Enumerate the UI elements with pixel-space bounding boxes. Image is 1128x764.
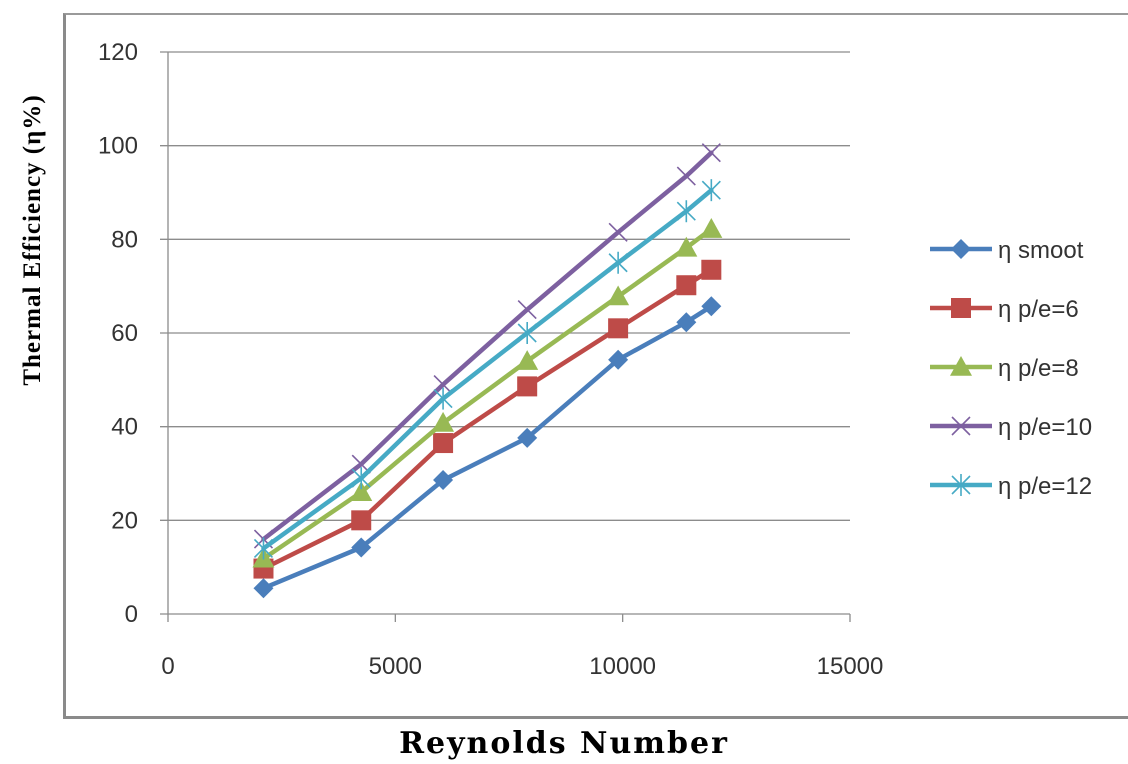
data-point	[951, 239, 971, 259]
y-axis-title: Thermal Efficiency (η%)	[19, 94, 46, 386]
x-tick-label: 10000	[589, 653, 656, 680]
data-point	[701, 143, 721, 163]
data-point	[433, 387, 453, 410]
y-tick-label: 20	[111, 507, 138, 534]
data-point	[253, 537, 274, 560]
data-point	[517, 376, 538, 397]
y-tick-label: 120	[98, 39, 138, 66]
y-tick-labels: 0 20 40 60 80 100 120	[98, 39, 138, 628]
data-point	[676, 275, 697, 296]
legend-label: η p/e=12	[998, 473, 1092, 500]
data-point	[701, 179, 721, 202]
series-3	[253, 143, 721, 549]
chart-frame	[63, 13, 1128, 719]
data-point	[701, 296, 722, 317]
data-point	[700, 218, 723, 238]
data-point	[516, 350, 539, 370]
series-4	[253, 179, 721, 560]
legend: η smoot η p/e=6 η p/e=8 η p/e=10 η p/e=12	[930, 237, 1092, 500]
data-point	[950, 356, 972, 376]
data-point	[351, 467, 371, 490]
series-lines	[252, 143, 723, 599]
y-tick-label: 80	[111, 226, 138, 253]
gridlines	[160, 51, 850, 615]
legend-label: η p/e=6	[998, 296, 1079, 323]
series-0	[253, 296, 722, 599]
legend-item: η p/e=6	[930, 296, 1079, 323]
x-tick-label: 5000	[369, 653, 422, 680]
data-point	[701, 259, 722, 280]
data-point	[607, 285, 630, 306]
y-tick-label: 40	[111, 414, 138, 441]
data-point	[951, 298, 971, 318]
data-point	[253, 578, 274, 599]
data-point	[517, 322, 537, 344]
legend-label: η smoot	[998, 237, 1084, 264]
data-point	[676, 166, 696, 186]
x-tick-label: 15000	[817, 653, 884, 680]
series-line	[261, 267, 714, 571]
data-point	[517, 300, 537, 320]
data-point	[675, 236, 698, 257]
series-line	[261, 304, 714, 591]
legend-label: η p/e=10	[998, 414, 1092, 441]
data-point	[676, 200, 696, 223]
x-axis-title: Reynolds Number	[399, 726, 729, 761]
data-point	[608, 349, 629, 370]
legend-item: η smoot	[930, 237, 1084, 264]
data-point	[351, 510, 372, 531]
legend-label: η p/e=8	[998, 355, 1079, 382]
data-point	[433, 374, 453, 395]
y-tick-label: 60	[111, 320, 138, 347]
y-axis-title-area: Thermal Efficiency (η%)	[0, 0, 64, 480]
y-tick-label: 0	[125, 601, 138, 628]
legend-item: η p/e=8	[930, 355, 1079, 382]
data-point	[432, 411, 455, 432]
data-point	[351, 537, 372, 558]
data-point	[517, 427, 538, 448]
data-point	[608, 222, 628, 242]
axes	[167, 52, 851, 622]
data-point	[951, 416, 971, 436]
series-line	[261, 226, 714, 561]
series-line	[261, 187, 714, 551]
data-point	[433, 433, 454, 454]
data-point	[676, 312, 697, 333]
legend-item: η p/e=12	[930, 473, 1092, 500]
data-point	[951, 474, 971, 496]
x-tick-labels: 0 5000 10000 15000	[161, 653, 883, 680]
y-tick-label: 100	[98, 133, 138, 160]
series-2	[252, 218, 723, 568]
data-point	[433, 470, 454, 491]
series-1	[253, 259, 722, 579]
legend-item: η p/e=10	[930, 414, 1092, 441]
x-tick-label: 0	[161, 653, 174, 680]
data-point	[608, 251, 628, 274]
data-point	[350, 481, 373, 502]
data-point	[608, 318, 629, 339]
